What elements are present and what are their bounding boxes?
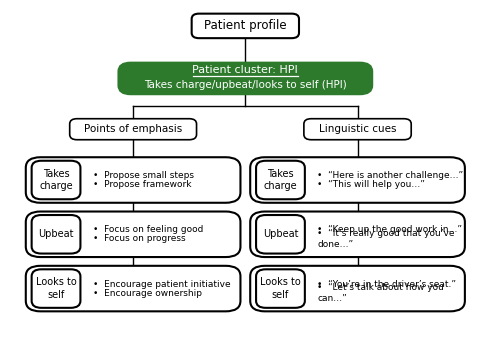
- FancyBboxPatch shape: [304, 119, 411, 140]
- FancyBboxPatch shape: [32, 215, 80, 253]
- FancyBboxPatch shape: [250, 157, 465, 203]
- FancyBboxPatch shape: [256, 269, 305, 308]
- FancyBboxPatch shape: [250, 211, 465, 257]
- FancyBboxPatch shape: [256, 161, 305, 199]
- FancyBboxPatch shape: [26, 157, 240, 203]
- Text: •  Propose small steps: • Propose small steps: [92, 171, 194, 180]
- FancyBboxPatch shape: [70, 119, 196, 140]
- Text: •  “This will help you…”: • “This will help you…”: [317, 180, 425, 189]
- Text: Patient cluster: HPI: Patient cluster: HPI: [192, 65, 298, 76]
- FancyBboxPatch shape: [26, 266, 240, 311]
- Text: •  “It’s really good that you’ve
done…”: • “It’s really good that you’ve done…”: [317, 229, 454, 249]
- Text: •  “Let’s talk about how you
can…”: • “Let’s talk about how you can…”: [317, 283, 444, 303]
- Text: •  Encourage patient initiative: • Encourage patient initiative: [92, 280, 230, 288]
- Text: •  Encourage ownership: • Encourage ownership: [92, 289, 202, 298]
- FancyBboxPatch shape: [32, 161, 80, 199]
- Text: Patient profile: Patient profile: [204, 19, 286, 32]
- Text: Points of emphasis: Points of emphasis: [84, 124, 182, 134]
- Text: Upbeat: Upbeat: [38, 229, 74, 239]
- FancyBboxPatch shape: [250, 266, 465, 311]
- FancyBboxPatch shape: [192, 14, 299, 38]
- Text: •  Focus on progress: • Focus on progress: [92, 234, 185, 243]
- Text: Takes
charge: Takes charge: [264, 169, 298, 191]
- FancyBboxPatch shape: [118, 63, 372, 94]
- Text: •  Propose framework: • Propose framework: [92, 180, 191, 189]
- Text: •  “Here is another challenge…”: • “Here is another challenge…”: [317, 171, 463, 180]
- Text: Linguistic cues: Linguistic cues: [319, 124, 396, 134]
- FancyBboxPatch shape: [256, 215, 305, 253]
- Text: •  “You’re in the driver’s seat.”: • “You’re in the driver’s seat.”: [317, 280, 456, 288]
- Text: •  “Keep up the good work in…”: • “Keep up the good work in…”: [317, 225, 462, 234]
- Text: Upbeat: Upbeat: [262, 229, 298, 239]
- Text: Looks to
self: Looks to self: [36, 277, 76, 300]
- FancyBboxPatch shape: [32, 269, 80, 308]
- FancyBboxPatch shape: [26, 211, 240, 257]
- Text: Takes charge/upbeat/looks to self (HPI): Takes charge/upbeat/looks to self (HPI): [144, 80, 346, 90]
- Text: Looks to
self: Looks to self: [260, 277, 301, 300]
- Text: •  Focus on feeling good: • Focus on feeling good: [92, 225, 203, 234]
- Text: Takes
charge: Takes charge: [39, 169, 73, 191]
